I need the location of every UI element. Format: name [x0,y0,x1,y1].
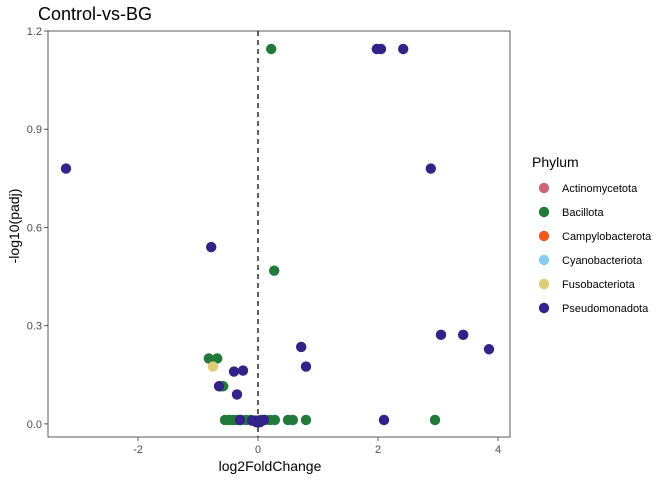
x-tick-label: 4 [495,444,501,456]
legend-label-pseudomonadota: Pseudomonadota [562,303,649,315]
point-pseudomonadota [234,414,246,426]
x-tick-label: 2 [375,444,381,456]
y-axis-label: -log10(padj) [6,189,22,264]
point-bacillota [266,43,277,55]
point-pseudomonadota [435,329,447,341]
point-pseudomonadota [458,329,469,341]
legend-label-cyanobacteriota: Cyanobacteriota [562,255,643,267]
point-pseudomonadota [378,414,390,426]
legend-key-campylobacterota [538,230,550,242]
y-axis-ticks: 0.0 0.3 0.6 0.9 1.2 [27,26,48,431]
legend-key-actinomycetota [538,182,550,194]
legend-label-campylobacterota: Campylobacterota [562,231,652,243]
point-pseudomonadota [375,43,387,55]
point-pseudomonadota [398,43,409,55]
point-pseudomonadota [254,417,265,428]
y-tick-label: 1.2 [27,26,42,38]
legend-label-actinomycetota: Actinomycetota [562,183,638,195]
point-bacillota [269,414,280,426]
point-pseudomonadota [206,241,217,253]
data-points [60,43,495,428]
chart-title: Control-vs-BG [38,4,153,24]
point-bacillota [429,414,441,426]
point-pseudomonadota [237,365,249,376]
point-fusobacteriota [207,361,219,372]
legend-key-fusobacteriota [538,278,550,290]
x-axis-ticks: -2 0 2 4 [133,437,501,456]
point-pseudomonadota [231,389,243,400]
point-bacillota [300,414,312,426]
point-pseudomonadota [483,344,495,355]
point-bacillota [212,353,223,364]
y-tick-label: 0.0 [27,419,42,431]
x-tick-label: -2 [133,444,143,456]
x-axis-label: log2FoldChange [219,458,322,474]
y-tick-label: 0.6 [27,222,42,234]
point-bacillota [269,265,280,276]
legend-key-bacillota [538,206,550,218]
legend-label-bacillota: Bacillota [562,207,604,219]
y-tick-label: 0.3 [27,321,42,333]
legend-key-cyanobacteriota [538,254,550,266]
point-bacillota [203,353,214,364]
legend-title: Phylum [532,154,579,170]
point-bacillota [287,414,298,426]
y-tick-label: 0.9 [27,124,42,136]
plot-panel [47,30,511,438]
point-pseudomonadota [213,381,225,392]
legend-key-pseudomonadota [538,302,550,314]
point-pseudomonadota [300,361,312,372]
legend: Phylum Actinomycetota Bacillota Campylobac… [532,154,652,315]
point-pseudomonadota [296,341,307,353]
point-pseudomonadota [228,366,240,377]
x-tick-label: 0 [255,444,261,456]
point-pseudomonadota [60,163,72,174]
legend-label-fusobacteriota: Fusobacteriota [562,279,636,291]
point-pseudomonadota [425,163,436,174]
plot-border [47,30,511,438]
